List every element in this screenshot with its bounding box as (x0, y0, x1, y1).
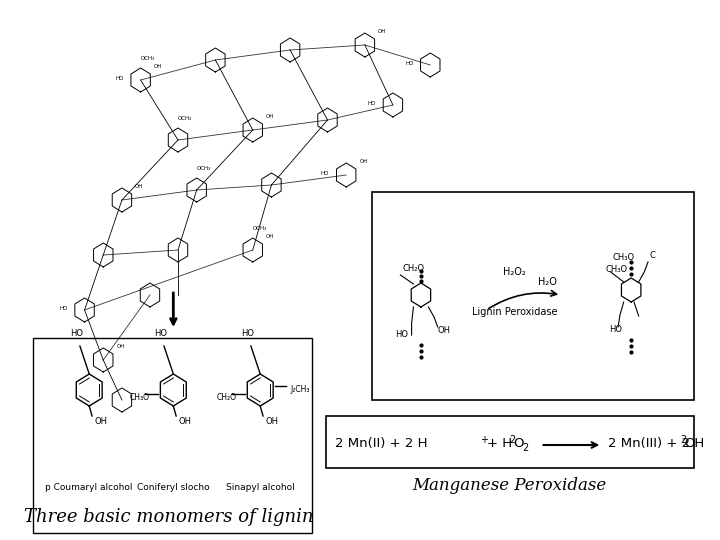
Text: OH: OH (266, 417, 279, 426)
Text: OCH₃: OCH₃ (197, 166, 211, 171)
Text: OH: OH (135, 184, 143, 189)
Text: J₂CH₃: J₂CH₃ (290, 385, 310, 394)
Text: 2: 2 (522, 443, 528, 453)
Text: HO: HO (368, 101, 376, 106)
Text: 2: 2 (509, 435, 515, 445)
Bar (33, 338, 312, 533)
Bar (325, 416, 694, 468)
Text: HO: HO (154, 329, 167, 338)
Text: OH: OH (179, 417, 192, 426)
Text: Coniferyl slocho: Coniferyl slocho (137, 483, 210, 492)
Text: Manganese Peroxidase: Manganese Peroxidase (413, 477, 607, 494)
Text: 2 Mn(III) + 2 H: 2 Mn(III) + 2 H (608, 437, 704, 450)
Text: OCH₃: OCH₃ (253, 226, 267, 231)
Text: OH: OH (153, 64, 162, 69)
Text: CH₃O: CH₃O (605, 265, 627, 274)
Text: 2 Mn(II) + 2 H: 2 Mn(II) + 2 H (335, 437, 428, 450)
Text: CH₃O: CH₃O (613, 253, 634, 262)
Text: HO: HO (321, 171, 329, 176)
Text: HO: HO (59, 306, 68, 311)
Text: O: O (513, 437, 524, 450)
Text: OH: OH (266, 114, 274, 119)
Text: HO: HO (70, 329, 83, 338)
Text: OH: OH (117, 344, 125, 349)
Text: OCH₃: OCH₃ (140, 56, 155, 61)
Text: H₂O: H₂O (538, 277, 557, 287)
Text: OH: OH (438, 326, 451, 335)
Text: H₂O₂: H₂O₂ (503, 267, 526, 277)
Text: OH: OH (378, 29, 387, 34)
Text: HO: HO (395, 330, 408, 339)
Text: 2: 2 (680, 435, 686, 445)
Text: CH₂O: CH₂O (402, 264, 424, 273)
Text: OH: OH (95, 417, 108, 426)
Text: OH: OH (359, 159, 368, 164)
Text: O: O (685, 437, 695, 450)
Text: Lignin Peroxidase: Lignin Peroxidase (472, 307, 557, 317)
Text: OCH₃: OCH₃ (178, 116, 192, 121)
Text: Three basic monomers of lignin: Three basic monomers of lignin (24, 508, 313, 526)
Text: HO: HO (405, 61, 413, 66)
Text: +: + (480, 435, 488, 445)
Text: p Coumaryl alcohol: p Coumaryl alcohol (45, 483, 133, 492)
Text: HO: HO (240, 329, 253, 338)
Text: C: C (650, 251, 656, 260)
Text: HO: HO (115, 76, 124, 81)
Text: + H: + H (487, 437, 513, 450)
Text: CH₃O: CH₃O (130, 393, 150, 402)
Text: CH₂O: CH₂O (217, 393, 237, 402)
Text: OH: OH (266, 234, 274, 239)
Text: Sinapyl alcohol: Sinapyl alcohol (226, 483, 294, 492)
Text: HO: HO (608, 325, 622, 334)
Bar (372, 192, 694, 400)
